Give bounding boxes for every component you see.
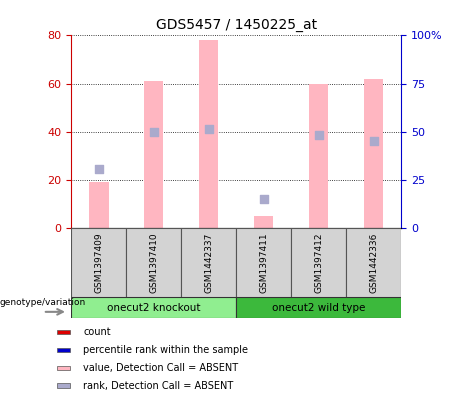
Bar <box>236 228 291 297</box>
Text: count: count <box>83 327 111 337</box>
Point <box>95 166 103 173</box>
Text: genotype/variation: genotype/variation <box>0 298 86 307</box>
Bar <box>71 228 126 297</box>
Bar <box>346 228 401 297</box>
Text: percentile rank within the sample: percentile rank within the sample <box>83 345 248 355</box>
Bar <box>144 81 164 228</box>
Text: value, Detection Call = ABSENT: value, Detection Call = ABSENT <box>83 363 238 373</box>
Bar <box>254 216 273 228</box>
Title: GDS5457 / 1450225_at: GDS5457 / 1450225_at <box>156 18 317 31</box>
Text: GSM1397410: GSM1397410 <box>149 232 159 293</box>
Bar <box>57 365 71 370</box>
Text: onecut2 wild type: onecut2 wild type <box>272 303 366 312</box>
Text: GSM1442336: GSM1442336 <box>369 232 378 292</box>
Bar <box>291 228 346 297</box>
Bar <box>126 228 181 297</box>
Bar <box>309 83 328 228</box>
Bar <box>181 228 236 297</box>
Bar <box>364 79 383 228</box>
Bar <box>71 297 236 318</box>
Bar <box>89 182 108 228</box>
Bar <box>57 330 71 334</box>
Bar <box>57 384 71 387</box>
Bar <box>57 348 71 352</box>
Bar <box>236 297 401 318</box>
Text: GSM1397411: GSM1397411 <box>259 232 268 293</box>
Point <box>315 131 322 138</box>
Text: onecut2 knockout: onecut2 knockout <box>107 303 201 312</box>
Point <box>205 125 213 132</box>
Text: rank, Detection Call = ABSENT: rank, Detection Call = ABSENT <box>83 380 234 391</box>
Bar <box>199 40 219 228</box>
Point <box>370 138 377 144</box>
Point <box>260 196 267 202</box>
Text: GSM1397409: GSM1397409 <box>95 232 103 293</box>
Text: GSM1397412: GSM1397412 <box>314 232 323 292</box>
Point <box>150 129 158 135</box>
Text: GSM1442337: GSM1442337 <box>204 232 213 292</box>
